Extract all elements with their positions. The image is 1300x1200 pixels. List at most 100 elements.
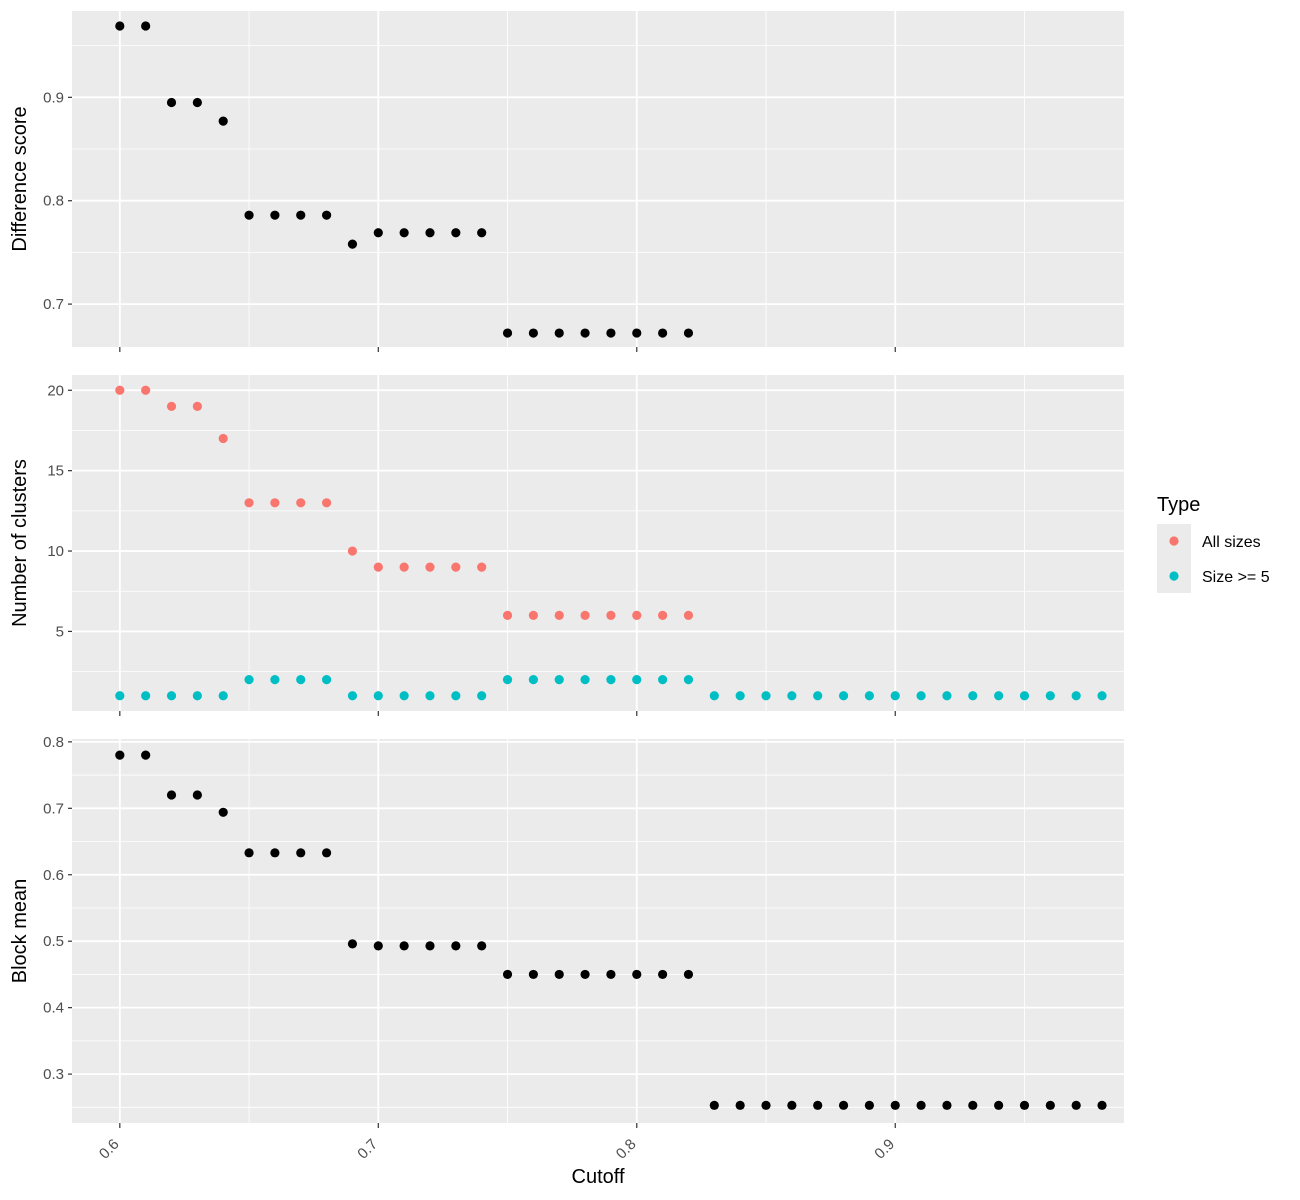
data-point [373,562,383,572]
data-point [115,21,125,31]
y-tick-label: 10 [47,543,64,560]
data-point [916,691,926,701]
data-point [270,498,280,508]
data-point [580,328,590,338]
data-point [244,675,254,685]
data-point [399,228,409,238]
data-point [554,675,564,685]
data-point [658,328,668,338]
data-point [632,610,642,620]
data-point [166,790,177,800]
data-point [451,691,461,701]
data-point [399,562,409,572]
data-point [1019,1100,1030,1110]
data-point [890,691,900,701]
y-tick-label: 0.8 [43,734,64,751]
data-point [1045,691,1055,701]
data-point [683,328,694,338]
data-point [218,807,228,817]
data-point [735,1100,745,1110]
data-point [218,116,228,126]
x-axis-title: Cutoff [572,1166,625,1188]
data-point [115,750,125,760]
data-point [347,939,358,949]
legend-label-all-sizes: All sizes [1202,534,1261,551]
data-point [399,691,409,701]
panels: 0.7 0.8 0.9 Difference score 5 10 15 20 Number o… [9,11,1124,1128]
data-point [321,210,332,220]
legend-key-all-sizes [1169,536,1179,546]
data-point [192,691,202,701]
data-point [942,691,952,701]
data-point [477,562,487,572]
data-point [554,969,564,980]
panel-block-mean: 0.3 0.4 0.5 0.6 0.7 0.8 Block mean [9,734,1124,1128]
data-point [141,385,151,395]
data-point [477,228,487,238]
x-tick-label: 0.9 [871,1136,898,1163]
series-size-5 [115,675,1107,701]
data-point [658,610,668,620]
data-point [502,969,513,980]
y-tick-label: 0.7 [43,296,64,313]
data-point [347,239,358,249]
data-point [115,385,125,395]
y-tick-label: 0.9 [43,89,64,106]
data-point [813,1100,823,1110]
data-point [425,941,435,951]
data-point [451,228,461,238]
data-point [528,328,538,338]
data-point [296,498,306,508]
data-point [968,691,978,701]
y-tick-label: 0.4 [43,1000,64,1017]
data-point [166,691,177,701]
data-point [761,691,771,701]
data-point [321,498,332,508]
data-point [425,228,435,238]
data-point [451,941,461,951]
data-point [580,969,590,980]
data-point [244,210,254,220]
data-point [141,691,151,701]
x-tick-label: 0.8 [613,1136,640,1163]
data-point [658,969,668,980]
data-point [658,675,668,685]
data-point [166,97,177,108]
data-point [1097,1100,1107,1110]
panel-background [72,375,1124,711]
data-point [606,610,616,620]
data-point [1097,691,1107,701]
panel-background [72,739,1124,1123]
data-point [270,210,280,220]
data-point [683,969,694,980]
data-point [270,848,280,858]
data-point [321,675,332,685]
data-point [528,610,538,620]
y-tick-label: 0.5 [43,933,64,950]
data-point [1071,1100,1081,1110]
data-point [890,1100,900,1110]
data-point [141,750,151,760]
y-tick-label: 20 [47,382,64,399]
series-block-mean [115,750,1107,1110]
data-point [347,691,358,701]
data-point [296,675,306,685]
y-axis-title: Difference score [9,106,31,251]
data-point [735,691,745,701]
data-point [425,691,435,701]
legend: Type All sizes Size >= 5 [1157,494,1270,593]
y-tick-label: 15 [47,463,64,480]
data-point [244,848,254,858]
data-point [709,1100,719,1110]
data-point [554,610,564,620]
data-point [373,691,383,701]
data-point [270,675,280,685]
data-point [192,97,202,108]
y-tick-label: 0.8 [43,193,64,210]
data-point [632,328,642,338]
data-point [1045,1100,1055,1110]
data-point [994,691,1004,701]
legend-title: Type [1157,494,1200,516]
series-all-sizes [115,385,694,620]
